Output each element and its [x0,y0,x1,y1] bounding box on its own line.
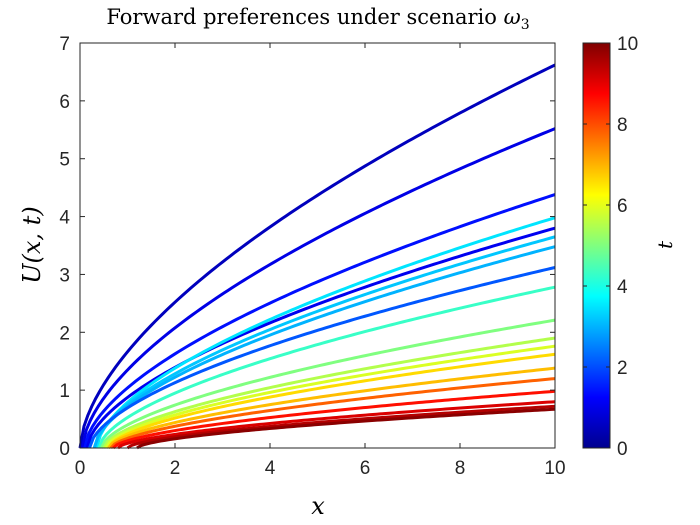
y-tick-label: 0 [59,439,70,460]
colorbar-ticks: 0 2 4 6 8 10 [583,34,638,460]
colorbar [582,42,611,449]
series-line-7 [88,266,556,449]
series-line-2 [83,193,556,449]
x-tick-label: 10 [544,458,565,479]
colorbar-label: t [653,240,677,249]
y-tick-label: 3 [59,265,70,286]
series-line-4 [95,216,556,449]
colorbar-tick-label: 6 [617,196,628,217]
y-tick-label: 4 [59,208,70,229]
series-line-5 [92,235,556,449]
colorbar-tick-label: 8 [617,115,628,136]
x-tick-label: 8 [455,458,466,479]
series-line-18 [136,407,556,450]
series-line-14 [109,377,556,450]
x-tick-label: 4 [265,458,276,479]
x-tick-label: 6 [360,458,371,479]
series-line-6 [92,245,556,449]
series-line-16 [117,400,556,450]
series-line-0 [78,63,556,449]
series-line-8 [97,285,556,449]
series-line-10 [102,336,556,449]
series-line-12 [107,352,556,449]
title-symbol: ω [504,5,521,29]
colorbar-tick-label: 2 [617,358,628,379]
series-line-17 [126,404,556,450]
colorbar-tick-label: 10 [617,34,638,55]
title-subscript: 3 [521,17,530,33]
y-tick-label: 7 [59,34,70,55]
x-tick-label: 0 [75,458,86,479]
chart-title: Forward preferences under scenario ω3 [106,5,529,33]
series-line-1 [80,127,556,449]
y-tick-label: 1 [59,381,70,402]
plot-area-border [79,42,556,449]
y-tick-label: 6 [59,92,70,113]
series-line-13 [107,366,556,449]
plot-lines [78,63,556,450]
series-line-15 [112,389,556,450]
y-ticks: 0 1 2 3 4 5 6 7 [59,34,555,460]
y-tick-label: 2 [59,323,70,344]
series-line-9 [100,318,556,449]
x-tick-label: 2 [170,458,181,479]
y-axis-label: U(x, t) [18,206,46,283]
series-line-11 [104,344,556,449]
y-tick-label: 5 [59,150,70,171]
colorbar-tick-label: 0 [617,439,628,460]
series-line-3 [85,226,556,449]
x-ticks: 0 2 4 6 8 10 [75,43,566,479]
colorbar-tick-label: 4 [617,277,628,298]
x-axis-label: x [311,492,325,520]
